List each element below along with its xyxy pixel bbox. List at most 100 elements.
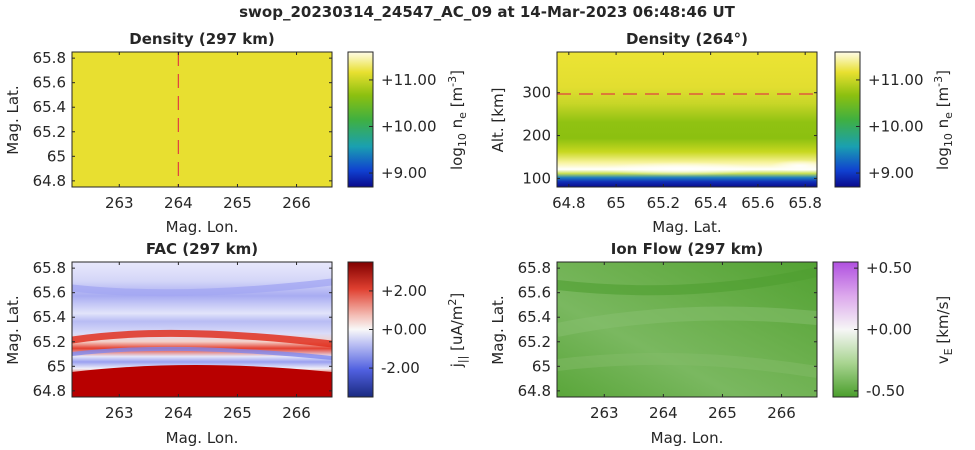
panel-fac-297km: FAC (297 km) 263 264 265 266 64.8 65 65.2 65.4 6… — [4, 240, 469, 447]
colorbar — [348, 52, 373, 187]
heatmap-density-field — [72, 52, 332, 187]
axes-frame — [556, 261, 818, 398]
figure-title: swop_20230314_24547_AC_09 at 14-Mar-2023… — [239, 3, 736, 21]
x-tick-label: 266 — [767, 404, 796, 422]
colorbar-ticks: -2.00 +0.00 +2.00 — [347, 261, 427, 398]
y-tick-label: 65.4 — [33, 98, 66, 116]
axes: 263 264 265 266 64.8 65 65.2 65.4 65.6 65.8 — [33, 49, 333, 212]
colorbar-tick-label: +9.00 — [381, 164, 427, 182]
y-tick-label: 65 — [47, 147, 66, 165]
y-tick-label: 100 — [522, 169, 551, 187]
x-tick-label: 263 — [590, 404, 619, 422]
colorbar-tick-label: -2.00 — [381, 359, 420, 377]
x-axis-label: Mag. Lon. — [166, 218, 239, 236]
fac-band-blue — [72, 346, 332, 360]
y-tick-label: 65.2 — [33, 123, 66, 141]
fac-band-red-lower — [72, 365, 332, 397]
density-peak-glow — [770, 160, 817, 172]
panel-title: Density (264°) — [626, 30, 748, 48]
x-tick-label: 64.8 — [552, 194, 585, 212]
colorbar-tick-label: +9.00 — [868, 164, 914, 182]
colorbar-ticks: -0.50 +0.00 +0.50 — [832, 259, 912, 400]
x-tick-label: 265 — [223, 404, 252, 422]
y-axis-label: Mag. Lat. — [4, 295, 22, 364]
colorbar-label: j|| [uA/m2] — [446, 293, 469, 369]
x-axis-label: Mag. Lon. — [166, 429, 239, 447]
panel-density-297km: Density (297 km) 263 264 265 266 64.8 65 65.2 6… — [4, 30, 469, 236]
y-tick-label: 65.4 — [33, 308, 66, 326]
colorbar-frame — [347, 51, 374, 188]
y-tick-label: 65.8 — [33, 49, 66, 67]
colorbar-tick-label: +10.00 — [381, 117, 437, 135]
y-tick-label: 65.2 — [33, 333, 66, 351]
ion-flow-streak — [557, 267, 817, 296]
y-tick-label: 65.2 — [518, 333, 551, 351]
panel-title: Ion Flow (297 km) — [611, 240, 763, 258]
axes: 263 264 265 266 64.8 65 65.2 65.4 65.6 65.8 — [33, 259, 333, 422]
fac-band-red-upper — [72, 329, 332, 348]
colorbar-tick-label: +10.00 — [868, 117, 924, 135]
y-tick-label: 65.4 — [518, 308, 551, 326]
x-axis-label: Mag. Lat. — [652, 218, 721, 236]
x-tick-label: 264 — [649, 404, 678, 422]
panel-density-altitude: Density (264°) 64.8 65 65.2 65.4 65.6 65.8 100… — [489, 30, 955, 236]
colorbar-label: log10 ne [m-3] — [932, 70, 955, 170]
y-tick-label: 65.6 — [33, 284, 66, 302]
x-tick-label: 65.4 — [694, 194, 727, 212]
panel-title: Density (297 km) — [129, 30, 274, 48]
axes-frame — [556, 51, 818, 188]
y-tick-label: 65.6 — [33, 74, 66, 92]
colorbar — [833, 262, 858, 397]
x-tick-label: 65.6 — [741, 194, 774, 212]
y-tick-label: 64.8 — [518, 382, 551, 400]
x-tick-label: 263 — [105, 404, 134, 422]
x-tick-label: 65.8 — [788, 194, 821, 212]
x-tick-label: 264 — [164, 194, 193, 212]
colorbar-tick-label: +11.00 — [381, 71, 437, 89]
x-tick-label: 65.2 — [647, 194, 680, 212]
colorbar-frame — [834, 51, 861, 188]
colorbar-tick-label: +0.00 — [866, 321, 912, 339]
x-axis-label: Mag. Lon. — [651, 429, 724, 447]
y-tick-label: 200 — [522, 127, 551, 145]
colorbar-ticks: +9.00 +10.00 +11.00 — [347, 51, 437, 188]
density-peak-glow — [600, 162, 760, 176]
panel-ion-flow-297km: Ion Flow (297 km) 263 264 265 266 64.8 65 65.2… — [489, 240, 955, 447]
ion-flow-streak — [557, 306, 817, 337]
y-tick-label: 65 — [47, 357, 66, 375]
colorbar-tick-label: +0.00 — [381, 321, 427, 339]
y-axis-label: Mag. Lat. — [4, 85, 22, 154]
colorbar-frame — [347, 261, 374, 398]
colorbar-frame — [832, 261, 859, 398]
x-tick-label: 266 — [282, 404, 311, 422]
axes-frame — [71, 261, 333, 398]
x-tick-label: 265 — [223, 194, 252, 212]
y-axis-label: Alt. [km] — [489, 88, 507, 153]
colorbar-tick-label: +11.00 — [868, 71, 924, 89]
panel-title: FAC (297 km) — [146, 240, 258, 258]
y-tick-label: 65.6 — [518, 284, 551, 302]
y-tick-label: 300 — [522, 84, 551, 102]
colorbar-tick-label: -0.50 — [866, 382, 905, 400]
y-tick-label: 64.8 — [33, 382, 66, 400]
colorbar-label: log10 ne [m-3] — [446, 70, 469, 170]
ion-flow-streak — [557, 352, 817, 378]
colorbar-ticks: +9.00 +10.00 +11.00 — [834, 51, 924, 188]
y-axis-label: Mag. Lat. — [489, 295, 507, 364]
x-tick-label: 266 — [282, 194, 311, 212]
x-tick-label: 264 — [164, 404, 193, 422]
colorbar-tick-label: +2.00 — [381, 282, 427, 300]
colorbar-tick-label: +0.50 — [866, 259, 912, 277]
fac-band-blue-upper — [72, 278, 332, 297]
x-tick-label: 265 — [708, 404, 737, 422]
y-tick-label: 65 — [532, 357, 551, 375]
colorbar — [348, 262, 373, 397]
axes-frame — [71, 51, 333, 188]
axes: 64.8 65 65.2 65.4 65.6 65.8 100 200 300 — [522, 51, 822, 212]
y-tick-label: 65.8 — [33, 259, 66, 277]
y-tick-label: 65.8 — [518, 259, 551, 277]
y-tick-label: 64.8 — [33, 172, 66, 190]
x-tick-label: 65 — [607, 194, 626, 212]
colorbar — [835, 52, 860, 187]
